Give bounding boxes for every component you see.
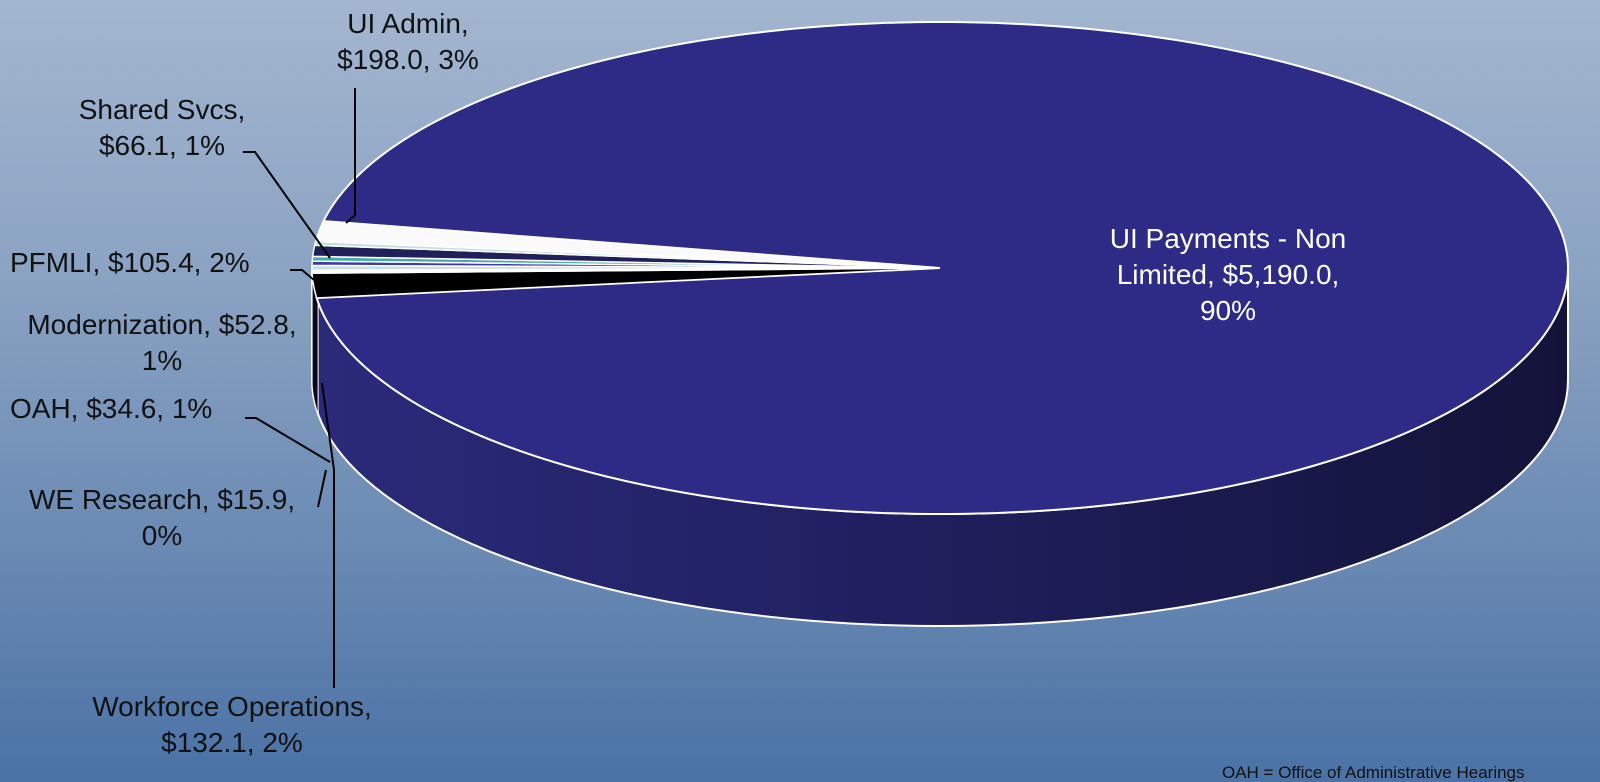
slice-workforce-operations xyxy=(311,267,941,299)
label-line: $132.1, 2% xyxy=(161,727,303,758)
label-line: $66.1, 1% xyxy=(99,130,225,161)
label-line: Modernization, $52.8, xyxy=(27,309,296,340)
label-pfmli: PFMLI, $105.4, 2% xyxy=(10,247,250,278)
label-workforce-operations: Workforce Operations, $132.1, 2% xyxy=(92,691,372,758)
slice-white-wedge xyxy=(314,220,941,269)
label-line: Shared Svcs, xyxy=(79,94,246,125)
leader-lines xyxy=(243,88,356,688)
label-line: 1% xyxy=(142,345,182,376)
label-line: $198.0, 3% xyxy=(337,44,479,75)
footnote: OAH = Office of Administrative Hearings xyxy=(1222,763,1525,782)
leader-we-research xyxy=(317,469,327,508)
slice-ui-payments-non-limited xyxy=(315,20,1570,516)
label-we-research: WE Research, $15.9, 0% xyxy=(29,484,295,551)
leader-workforce-operations xyxy=(321,382,335,688)
label-line: WE Research, $15.9, xyxy=(29,484,295,515)
label-line: 90% xyxy=(1200,295,1256,326)
label-line: UI Payments - Non xyxy=(1110,223,1347,254)
label-ui-admin: UI Admin, $198.0, 3% xyxy=(337,8,479,75)
label-line: UI Admin, xyxy=(347,8,468,39)
label-line: Workforce Operations, xyxy=(92,691,372,722)
label-modernization: Modernization, $52.8, 1% xyxy=(27,309,296,376)
label-shared-svcs: Shared Svcs, $66.1, 1% xyxy=(79,94,246,161)
leader-oah xyxy=(245,417,331,463)
leader-shared-svcs xyxy=(243,151,331,259)
label-line: OAH, $34.6, 1% xyxy=(10,393,212,424)
label-ui-payments-non-limited: UI Payments - Non Limited, $5,190.0, 90% xyxy=(1110,223,1347,326)
leader-ui-admin xyxy=(345,88,356,224)
label-line: PFMLI, $105.4, 2% xyxy=(10,247,250,278)
pie-slices xyxy=(311,20,1570,516)
label-line: 0% xyxy=(142,520,182,551)
slice-labels: UI Payments - Non Limited, $5,190.0, 90% Wo… xyxy=(10,8,1346,758)
leader-pfmli xyxy=(290,269,321,286)
label-oah: OAH, $34.6, 1% xyxy=(10,393,212,424)
label-line: Limited, $5,190.0, xyxy=(1117,259,1340,290)
